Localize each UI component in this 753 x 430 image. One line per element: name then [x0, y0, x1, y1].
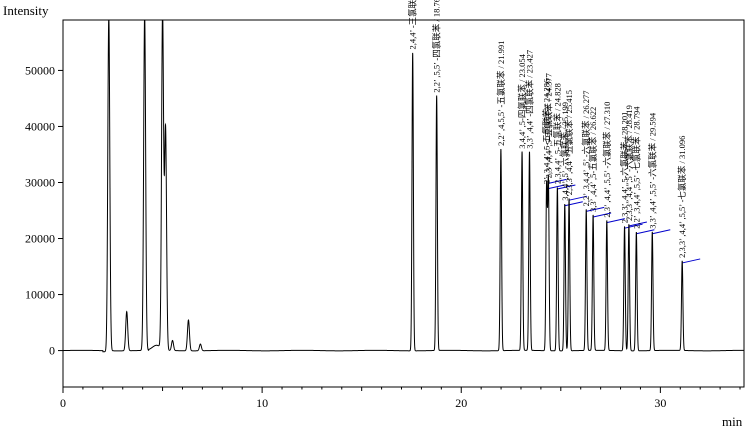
peak-label: 2,3,4,4’ ,5-五氯联苯 / 24.828: [552, 83, 562, 184]
peak-label: 2,3,3’ ,4,4’ ,5,5’ -七氯联苯 / 31.096: [677, 136, 687, 258]
peak-bracket: [586, 206, 605, 212]
peak-label: 2,2’ ,4,5,5’ -五氯联苯 / 21.991: [496, 41, 506, 146]
chromatogram-trace: [63, 19, 744, 353]
peak-label: 2,2’ ,5,5’ -四氯联苯 / 18.765: [432, 0, 442, 93]
peak-bracket: [652, 229, 671, 235]
peak-label: 2,3,3’ ,4,4’ ,5’ -六氯联苯 / 28.419: [624, 105, 634, 221]
peak-label: 2’ ,3,4,4’ ,5-五氯联苯 / 24.286: [542, 79, 552, 184]
peak-bracket: [592, 212, 612, 218]
peak-label: 2,3,3’ ,4,4’ -五氯联苯 / 25.415: [564, 90, 574, 195]
y-axis-title: Intensity: [3, 3, 49, 18]
peak-label: 3,3’ ,4,4’ ,5-五氯联苯 / 26.622: [588, 107, 598, 212]
peak-label: 3,3’ ,4,4’ ,5,5’ -六氯联苯 / 29.594: [647, 112, 657, 229]
peak-label: 2,2’ ,3,4,4’ ,5,5’ -七氯联苯 / 28.794: [631, 106, 641, 229]
peak-bracket: [564, 201, 583, 207]
x-tick-label: 0: [60, 396, 66, 410]
peak-bracket: [628, 221, 647, 227]
plot-frame: [62, 19, 745, 388]
y-tick-label: 50000: [25, 63, 55, 77]
peak-label: 2,4,4’ -三氯联苯 / 17.561: [408, 0, 418, 50]
x-tick-label: 10: [256, 396, 268, 410]
y-tick-label: 20000: [25, 232, 55, 246]
x-axis-ticks: 0 10 20 30: [60, 387, 741, 410]
peak-bracket: [548, 178, 567, 184]
peak-bracket: [546, 184, 565, 190]
peak-bracket: [682, 258, 701, 264]
peak-label: 2,3’ ,4,4’ ,5-五氯联苯 / 24.377: [543, 73, 553, 178]
peak-label-brackets: [546, 178, 701, 264]
peak-label: 3,4,4’ ,5-四氯联苯 / 23.054: [517, 53, 527, 148]
x-axis-title: min: [722, 414, 743, 429]
x-tick-label: 20: [455, 396, 467, 410]
peak-label: 3,4,4’ ,5’ -六氯联苯 / 25.199: [560, 102, 570, 201]
peak-label: 3,3’ ,4,4’ -四氯联苯 / 23.427: [525, 50, 535, 149]
peak-label: 2,2’ ,3,4,4’ ,5’ -六氯联苯 / 26.277: [581, 90, 591, 206]
peak-bracket: [636, 229, 655, 235]
y-tick-label: 40000: [25, 119, 55, 133]
peak-label: 2,3’ ,4,4’ ,5,5’ -六氯联苯 / 27.310: [602, 102, 612, 218]
y-axis-ticks: 0 10000 20000 30000 40000 50000: [25, 63, 63, 358]
peak-label: 2,3,3’ ,4,4’ ,5-六氯联苯 / 28.201: [620, 112, 630, 224]
peak-bracket: [568, 195, 588, 201]
y-tick-label: 10000: [25, 288, 55, 302]
peak-bracket: [606, 218, 625, 224]
peak-bracket: [624, 223, 643, 229]
peak-bracket: [557, 184, 576, 190]
y-tick-label: 0: [49, 344, 55, 358]
y-tick-label: 30000: [25, 175, 55, 189]
x-tick-label: 30: [654, 396, 666, 410]
peak-labels: 2,4,4’ -三氯联苯 / 17.561 2,2’ ,5,5’ -四氯联苯 / …: [408, 0, 688, 258]
